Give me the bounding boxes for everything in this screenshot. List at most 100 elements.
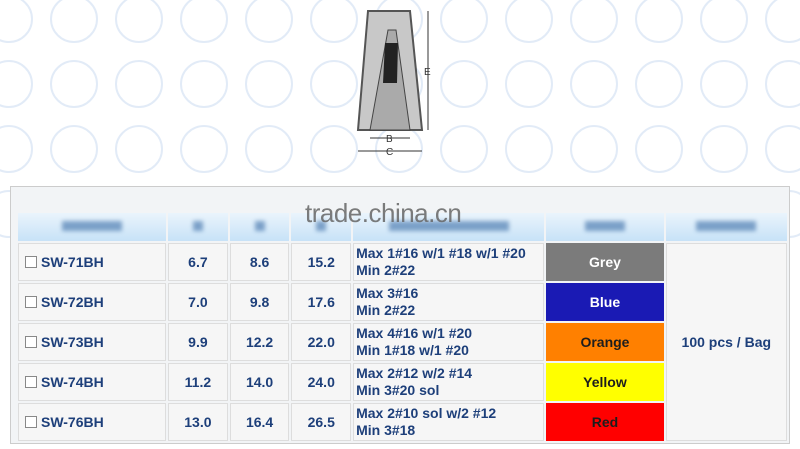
c-cell: 12.2: [229, 323, 290, 361]
header-color: [546, 213, 664, 241]
row-checkbox[interactable]: [25, 416, 37, 428]
wire-connector-diagram: E B C: [356, 10, 431, 158]
packing-cell: 100 pcs / Bag: [665, 243, 787, 441]
wire-max: Max 4#16 w/1 #20: [356, 325, 473, 341]
logo-mark: [635, 60, 683, 108]
e-cell: 26.5: [291, 403, 352, 441]
row-checkbox[interactable]: [25, 376, 37, 388]
logo-mark: [440, 0, 488, 43]
header-packing: [665, 213, 787, 241]
c-cell: 9.8: [229, 283, 290, 321]
header-item: [18, 213, 167, 241]
item-number: SW-72BH: [41, 294, 104, 310]
wire-max: Max 2#10 sol w/2 #12: [356, 405, 497, 421]
table-row: SW-76BH 13.0 16.4 26.5 Max 2#10 sol w/2 …: [18, 403, 787, 441]
logo-mark: [50, 0, 98, 43]
table-row: SW-71BH 6.7 8.6 15.2 Max 1#16 w/1 #18 w/…: [18, 243, 787, 441]
c-cell: 16.4: [229, 403, 290, 441]
header-b: [168, 213, 228, 241]
b-cell: 13.0: [168, 403, 228, 441]
table-row: SW-74BH 11.2 14.0 24.0 Max 2#12 w/2 #14 M…: [18, 363, 787, 401]
logo-mark: [0, 0, 33, 43]
logo-mark: [570, 0, 618, 43]
color-cell: Grey: [546, 243, 664, 281]
logo-mark: [50, 125, 98, 173]
c-cell: 14.0: [229, 363, 290, 401]
product-table-panel: SW-71BH 6.7 8.6 15.2 Max 1#16 w/1 #18 w/…: [10, 186, 790, 444]
b-cell: 7.0: [168, 283, 228, 321]
logo-mark: [440, 125, 488, 173]
logo-mark: [310, 0, 358, 43]
logo-mark: [310, 60, 358, 108]
logo-mark: [50, 60, 98, 108]
e-cell: 17.6: [291, 283, 352, 321]
logo-mark: [245, 60, 293, 108]
item-cell: SW-73BH: [18, 323, 167, 361]
row-checkbox[interactable]: [25, 336, 37, 348]
logo-mark: [700, 125, 748, 173]
wire-max: Max 2#12 w/2 #14: [356, 365, 473, 381]
row-checkbox[interactable]: [25, 296, 37, 308]
logo-mark: [180, 0, 228, 43]
logo-mark: [245, 125, 293, 173]
wire-cell: Max 2#12 w/2 #14 Min 3#20 sol: [353, 363, 545, 401]
header-wire: [353, 213, 545, 241]
table-row: SW-73BH 9.9 12.2 22.0 Max 4#16 w/1 #20 Mi…: [18, 323, 787, 361]
item-cell: SW-71BH: [18, 243, 167, 281]
wire-cell: Max 2#10 sol w/2 #12 Min 3#18: [353, 403, 545, 441]
item-cell: SW-76BH: [18, 403, 167, 441]
e-cell: 15.2: [291, 243, 352, 281]
wire-max: Max 1#16 w/1 #18 w/1 #20: [356, 245, 526, 261]
wire-cell: Max 1#16 w/1 #18 w/1 #20 Min 2#22: [353, 243, 545, 281]
table-row: SW-72BH 7.0 9.8 17.6 Max 3#16 Min 2#22 Bl…: [18, 283, 787, 321]
color-cell: Blue: [546, 283, 664, 321]
watermark: trade.china.cn: [305, 198, 462, 228]
logo-mark: [635, 0, 683, 43]
b-cell: 11.2: [168, 363, 228, 401]
label-b: B: [386, 134, 393, 145]
wire-min: Min 1#18 w/1 #20: [356, 342, 469, 358]
logo-mark: [505, 0, 553, 43]
logo-mark: [0, 60, 33, 108]
item-cell: SW-74BH: [18, 363, 167, 401]
header-c: [229, 213, 290, 241]
wire-cell: Max 3#16 Min 2#22: [353, 283, 545, 321]
wire-cell: Max 4#16 w/1 #20 Min 1#18 w/1 #20: [353, 323, 545, 361]
logo-mark: [505, 125, 553, 173]
logo-mark: [570, 125, 618, 173]
e-cell: 24.0: [291, 363, 352, 401]
logo-mark: [635, 125, 683, 173]
item-cell: SW-72BH: [18, 283, 167, 321]
header-row: [18, 213, 787, 241]
item-number: SW-71BH: [41, 254, 104, 270]
logo-mark: [115, 125, 163, 173]
logo-mark: [440, 60, 488, 108]
b-cell: 6.7: [168, 243, 228, 281]
logo-mark: [570, 60, 618, 108]
logo-mark: [700, 0, 748, 43]
logo-mark: [700, 60, 748, 108]
logo-mark: [0, 125, 33, 173]
logo-mark: [765, 0, 800, 43]
wire-min: Min 3#20 sol: [356, 382, 440, 398]
wire-min: Min 3#18: [356, 422, 416, 438]
header-e: [291, 213, 352, 241]
c-cell: 8.6: [229, 243, 290, 281]
logo-mark: [245, 0, 293, 43]
wire-min: Min 2#22: [356, 262, 416, 278]
wire-min: Min 2#22: [356, 302, 416, 318]
color-cell: Yellow: [546, 363, 664, 401]
label-e: E: [424, 67, 431, 78]
logo-mark: [180, 60, 228, 108]
color-cell: Orange: [546, 323, 664, 361]
item-number: SW-76BH: [41, 414, 104, 430]
row-checkbox[interactable]: [25, 256, 37, 268]
wire-max: Max 3#16: [356, 285, 419, 301]
label-c: C: [386, 147, 393, 158]
logo-mark: [115, 0, 163, 43]
logo-mark: [180, 125, 228, 173]
logo-mark: [765, 60, 800, 108]
item-number: SW-74BH: [41, 374, 104, 390]
logo-mark: [310, 125, 358, 173]
logo-mark: [505, 60, 553, 108]
